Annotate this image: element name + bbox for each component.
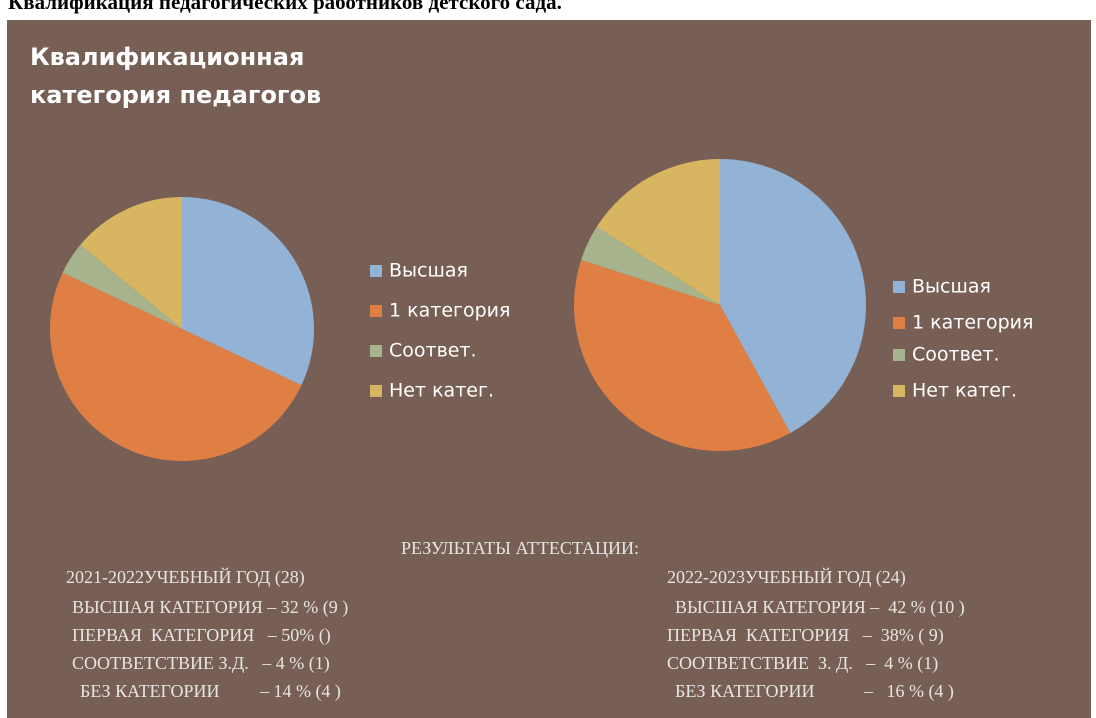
pie-slice [720,159,866,433]
legend-label: 1 категория [912,312,1033,334]
legend-swatch [370,265,382,277]
results-heading: 2021-2022УЧЕБНЫЙ ГОД (28) [66,567,305,588]
legend-label: Высшая [912,276,991,298]
page-title: Квалификация педагогических работников д… [8,0,562,14]
legend-swatch [893,281,905,293]
results-line: ПЕРВАЯ КАТЕГОРИЯ – 50% () [72,625,331,646]
legend-label: Соответ. [912,344,1000,366]
legend-label: Высшая [389,260,468,282]
pie-slice [49,272,302,461]
legend-label: Нет катег. [389,380,494,402]
results-line: ВЫСШАЯ КАТЕГОРИЯ – 42 % (10 ) [675,597,965,618]
results-line: ПЕРВАЯ КАТЕГОРИЯ – 38% ( 9) [667,625,944,646]
results-line: БЕЗ КАТЕГОРИИ – 14 % (4 ) [80,681,341,702]
results-line: СООТВЕТСТВИЕ З.Д. – 4 % (1) [72,653,330,674]
pie-slice [80,197,182,329]
pie-slice [182,197,314,386]
pie-slice [574,259,791,451]
legend-swatch [370,385,382,397]
legend-swatch [370,305,382,317]
legend-label: Соответ. [389,340,477,362]
results-line: БЕЗ КАТЕГОРИИ – 16 % (4 ) [675,681,954,702]
pie-slice [62,244,182,329]
legend-swatch [893,317,905,329]
results-line: СООТВЕТСТВИЕ З. Д. – 4 % (1) [667,653,938,674]
legend-label: 1 категория [389,300,510,322]
pie-slice [581,226,720,305]
results-line: ВЫСШАЯ КАТЕГОРИЯ – 32 % (9 ) [72,597,348,618]
chart-title: Квалификационная категория педагогов [30,43,322,109]
legend-swatch [893,385,905,397]
legend-swatch [893,349,905,361]
legend-swatch [370,345,382,357]
pie-slice [596,159,720,305]
results-title: РЕЗУЛЬТАТЫ АТТЕСТАЦИИ: [401,538,639,558]
results-heading: 2022-2023УЧЕБНЫЙ ГОД (24) [667,567,906,588]
legend-label: Нет катег. [912,380,1017,402]
